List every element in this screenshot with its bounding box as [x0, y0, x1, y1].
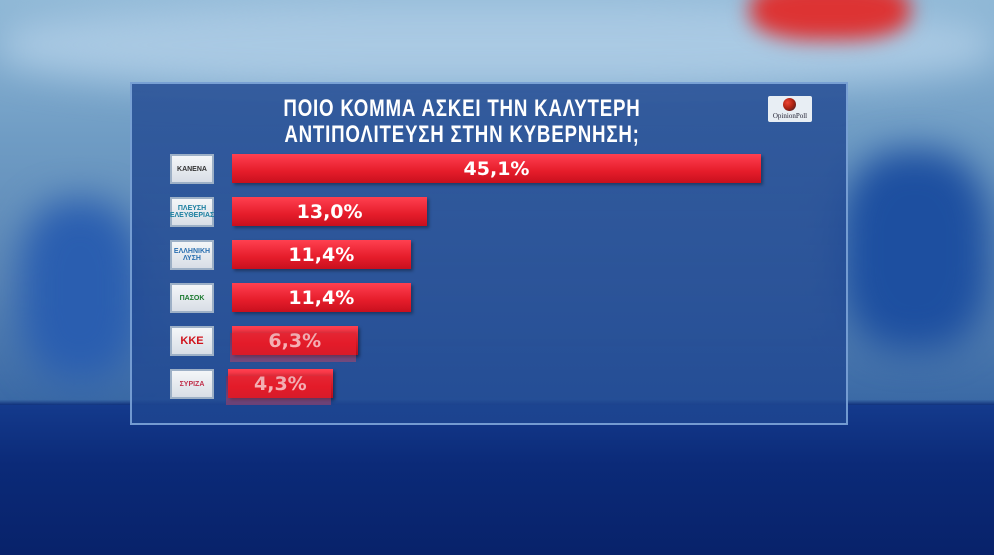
- chart-title: ΠΟΙΟ ΚΟΜΜΑ ΑΣΚΕΙ ΤΗΝ ΚΑΛΥΤΕΡΗ ΑΝΤΙΠΟΛΙΤΕ…: [283, 95, 641, 148]
- chart-panel: ΠΟΙΟ ΚΟΜΜΑ ΑΣΚΕΙ ΤΗΝ ΚΑΛΥΤΕΡΗ ΑΝΤΙΠΟΛΙΤΕ…: [130, 82, 848, 425]
- bar-reflection: [226, 376, 331, 405]
- bar: 11,4%: [232, 283, 411, 312]
- bar-row: ΣΥΡΙΖΑ 4,3%: [132, 369, 850, 403]
- party-logo: ΣΥΡΙΖΑ: [170, 369, 214, 399]
- data-label: 11,4%: [288, 243, 355, 266]
- party-logo: ΚΑΝΕΝΑ: [170, 154, 214, 184]
- opinionpoll-dot-icon: [783, 98, 796, 111]
- opinionpoll-logo: OpinionPoll: [768, 96, 812, 122]
- party-logo: ΠΛΕΥΣΗ ΕΛΕΥΘΕΡΙΑΣ: [170, 197, 214, 227]
- bar-row: ΠΛΕΥΣΗ ΕΛΕΥΘΕΡΙΑΣ 13,0%: [132, 197, 850, 231]
- party-logo: ΠΑΣΟΚ: [170, 283, 214, 313]
- bar: 11,4%: [232, 240, 411, 269]
- floor: [0, 405, 994, 555]
- bar-row: ΚΑΝΕΝΑ 45,1%: [132, 154, 850, 188]
- background-blur: [750, 0, 910, 40]
- bar-reflection: [230, 333, 356, 362]
- bar-row: ΠΑΣΟΚ 11,4%: [132, 283, 850, 317]
- party-logo: ΕΛΛΗΝΙΚΗ ΛΥΣΗ: [170, 240, 214, 270]
- data-label: 45,1%: [463, 157, 530, 180]
- floor-reflection: [0, 295, 994, 425]
- bar: 45,1%: [232, 154, 762, 183]
- data-label: 13,0%: [296, 200, 363, 223]
- background-blur: [840, 150, 990, 350]
- background-blur: [20, 200, 140, 380]
- bar-row: ΚΚΕ 6,3%: [132, 326, 850, 360]
- data-label: 4,3%: [254, 373, 307, 395]
- bar: 6,3%: [232, 326, 358, 355]
- bar: 13,0%: [232, 197, 428, 226]
- brand-text: OpinionPoll: [772, 112, 808, 120]
- data-label: 11,4%: [288, 286, 355, 309]
- bar-row: ΕΛΛΗΝΙΚΗ ΛΥΣΗ 11,4%: [132, 240, 850, 274]
- data-label: 6,3%: [268, 330, 321, 352]
- bar: 4,3%: [228, 369, 333, 398]
- party-logo: ΚΚΕ: [170, 326, 214, 356]
